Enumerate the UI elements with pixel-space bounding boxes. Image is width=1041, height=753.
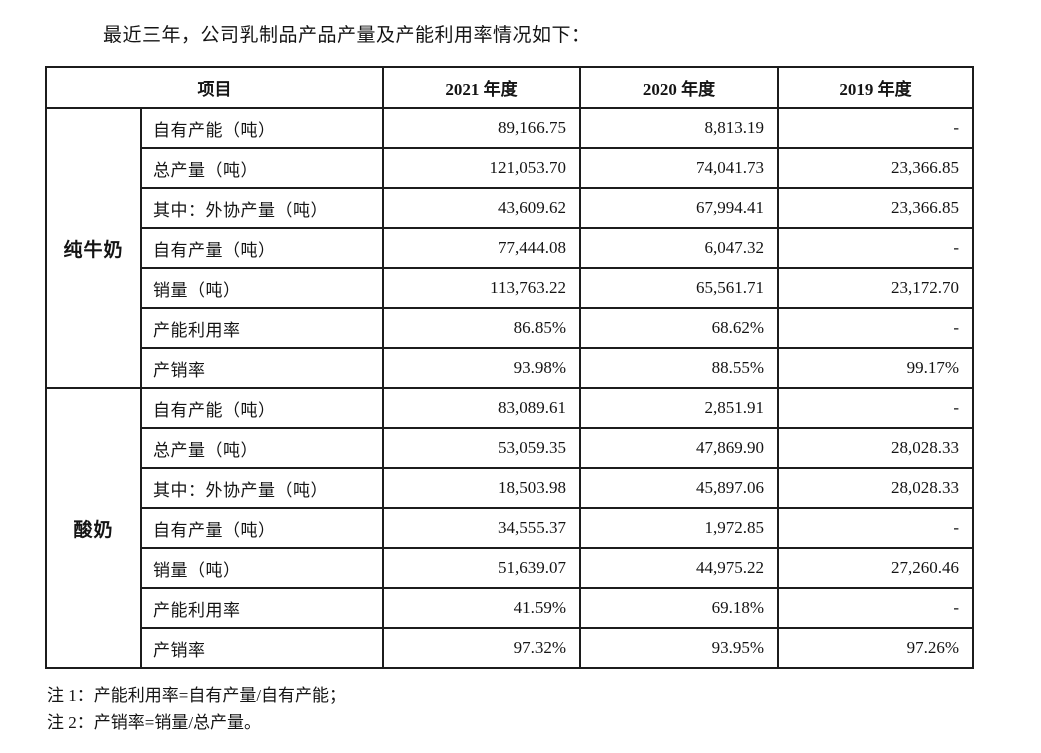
footnote-1: 注 1：产能利用率=自有产量/自有产能；: [47, 686, 347, 705]
cell-value: 51,639.07: [382, 547, 581, 589]
row-label: 销量（吨）: [140, 267, 384, 309]
table-header-row: 项目 2021 年度 2020 年度 2019 年度: [45, 66, 974, 109]
header-year-2019: 2019 年度: [777, 66, 974, 109]
table-row: 自有产量（吨） 34,555.37 1,972.85 -: [46, 507, 974, 549]
table-row: 销量（吨） 51,639.07 44,975.22 27,260.46: [46, 547, 974, 589]
row-label: 产销率: [140, 347, 384, 389]
row-label: 自有产能（吨）: [140, 387, 384, 429]
cell-value: 44,975.22: [579, 547, 779, 589]
header-year-2021: 2021 年度: [382, 66, 581, 109]
cell-value: 97.32%: [382, 627, 581, 669]
row-label: 其中：外协产量（吨）: [140, 467, 384, 509]
row-label: 总产量（吨）: [140, 147, 384, 189]
cell-value: 47,869.90: [579, 427, 779, 469]
group-cell-pure-milk: 纯牛奶: [45, 107, 142, 389]
cell-value: 23,172.70: [777, 267, 974, 309]
table-row: 产能利用率 86.85% 68.62% -: [46, 307, 974, 349]
cell-value: 65,561.71: [579, 267, 779, 309]
cell-value: -: [777, 587, 974, 629]
row-label: 自有产能（吨）: [140, 107, 384, 149]
cell-value: 86.85%: [382, 307, 581, 349]
footnotes: 注 1：产能利用率=自有产量/自有产能； 注 2：产销率=销量/总产量。: [47, 682, 346, 736]
footnote-2: 注 2：产销率=销量/总产量。: [47, 713, 262, 732]
table-row: 纯牛奶 自有产能（吨） 89,166.75 8,813.19 -: [45, 107, 974, 389]
page-title: 最近三年，公司乳制品产品产量及产能利用率情况如下：: [103, 25, 591, 46]
cell-value: 121,053.70: [382, 147, 581, 189]
cell-value: 68.62%: [579, 307, 779, 349]
cell-value: 41.59%: [382, 587, 581, 629]
row-label: 总产量（吨）: [140, 427, 384, 469]
row-label: 产销率: [140, 627, 384, 669]
table-row: 总产量（吨） 121,053.70 74,041.73 23,366.85: [46, 147, 974, 189]
cell-value: 67,994.41: [579, 187, 779, 229]
header-item: 项目: [45, 66, 384, 109]
row-label: 产能利用率: [140, 587, 384, 629]
row-label: 自有产量（吨）: [140, 507, 384, 549]
cell-value: 28,028.33: [777, 467, 974, 509]
cell-value: 97.26%: [777, 627, 974, 669]
cell-value: 34,555.37: [382, 507, 581, 549]
table-row: 产销率 93.98% 88.55% 99.17%: [46, 347, 974, 389]
table-row: 产能利用率 41.59% 69.18% -: [46, 587, 974, 629]
cell-value: 18,503.98: [382, 467, 581, 509]
cell-value: -: [777, 307, 974, 349]
cell-value: 99.17%: [777, 347, 974, 389]
production-capacity-table: 项目 2021 年度 2020 年度 2019 年度 纯牛奶 自有产能（吨） 8…: [45, 66, 974, 669]
cell-value: -: [777, 107, 974, 149]
row-label: 自有产量（吨）: [140, 227, 384, 269]
header-year-2020: 2020 年度: [579, 66, 779, 109]
cell-value: 2,851.91: [579, 387, 779, 429]
cell-value: 88.55%: [579, 347, 779, 389]
cell-value: 27,260.46: [777, 547, 974, 589]
cell-value: -: [777, 387, 974, 429]
table-row: 自有产量（吨） 77,444.08 6,047.32 -: [46, 227, 974, 269]
table-row: 销量（吨） 113,763.22 65,561.71 23,172.70: [46, 267, 974, 309]
cell-value: 43,609.62: [382, 187, 581, 229]
cell-value: 89,166.75: [382, 107, 581, 149]
row-label: 其中：外协产量（吨）: [140, 187, 384, 229]
table-row: 其中：外协产量（吨） 43,609.62 67,994.41 23,366.85: [46, 187, 974, 229]
cell-value: 74,041.73: [579, 147, 779, 189]
row-label: 产能利用率: [140, 307, 384, 349]
row-label: 销量（吨）: [140, 547, 384, 589]
cell-value: 6,047.32: [579, 227, 779, 269]
table-row: 产销率 97.32% 93.95% 97.26%: [46, 627, 974, 669]
cell-value: -: [777, 507, 974, 549]
table-row: 酸奶 自有产能（吨） 83,089.61 2,851.91 -: [45, 387, 974, 669]
cell-value: 45,897.06: [579, 467, 779, 509]
cell-value: 23,366.85: [777, 187, 974, 229]
group-cell-yogurt: 酸奶: [45, 387, 142, 669]
table-row: 其中：外协产量（吨） 18,503.98 45,897.06 28,028.33: [46, 467, 974, 509]
cell-value: 28,028.33: [777, 427, 974, 469]
cell-value: 1,972.85: [579, 507, 779, 549]
cell-value: 23,366.85: [777, 147, 974, 189]
cell-value: 93.98%: [382, 347, 581, 389]
cell-value: 53,059.35: [382, 427, 581, 469]
table-row: 总产量（吨） 53,059.35 47,869.90 28,028.33: [46, 427, 974, 469]
cell-value: -: [777, 227, 974, 269]
cell-value: 93.95%: [579, 627, 779, 669]
cell-value: 113,763.22: [382, 267, 581, 309]
cell-value: 8,813.19: [579, 107, 779, 149]
cell-value: 69.18%: [579, 587, 779, 629]
cell-value: 77,444.08: [382, 227, 581, 269]
cell-value: 83,089.61: [382, 387, 581, 429]
